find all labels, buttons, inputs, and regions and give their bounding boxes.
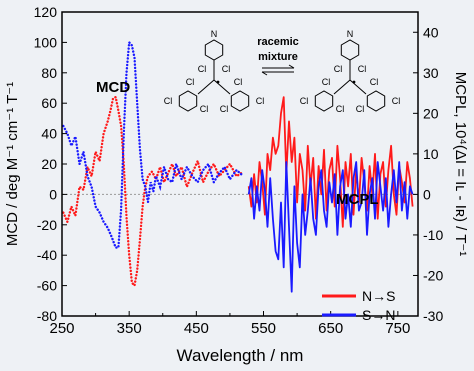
chlorine-label: Cl: [186, 77, 195, 87]
legend: N→S S→N: [322, 288, 395, 323]
chlorine-label: Cl: [334, 64, 343, 74]
right-y-axis: -30 -20 -10 0 10 20 30 40: [413, 24, 443, 324]
left-tick-label: -40: [37, 247, 57, 263]
right-tick-label: -20: [423, 267, 443, 283]
chlorine-label: Cl: [300, 96, 309, 106]
racemic-label: racemic: [257, 36, 299, 48]
left-tick-label: 0: [49, 186, 57, 202]
right-tick-label: 30: [423, 65, 439, 81]
left-tick-label: 60: [41, 95, 57, 111]
chlorine-label: Cl: [220, 104, 229, 114]
chlorine-label: Cl: [356, 104, 365, 114]
mcd-annotation: MCD: [96, 79, 130, 96]
right-tick-label: 20: [423, 105, 439, 121]
series-mcpl-s-to-n: [247, 161, 414, 293]
mcpl-annotation: MCPL: [336, 191, 379, 208]
chlorine-label: Cl: [164, 96, 173, 106]
left-tick-label: -80: [37, 308, 57, 324]
left-tick-label: -60: [37, 278, 57, 294]
x-axis: 250 350 450 550 650 750: [49, 311, 410, 337]
left-tick-label: -20: [37, 217, 57, 233]
chlorine-label: Cl: [392, 96, 401, 106]
aryl-ring-left: [314, 90, 334, 112]
legend-label-n-to-s: N→S: [362, 288, 395, 304]
bond-line: [349, 79, 367, 95]
equilibrium-arrow-icon: [261, 64, 295, 76]
series-mcpl-n-to-s: [247, 96, 414, 228]
bond-line: [197, 79, 215, 95]
chlorine-label: Cl: [370, 77, 379, 87]
left-tick-label: 100: [34, 34, 58, 50]
bond-line: [333, 79, 351, 95]
nitrogen-label: N: [347, 29, 354, 39]
aryl-ring-right: [366, 90, 386, 112]
left-y-axis: -80 -60 -40 -20 0 20 40 60 80 100 120: [34, 4, 67, 324]
chlorine-label: Cl: [322, 77, 331, 87]
mixture-label: mixture: [258, 51, 298, 63]
right-tick-label: 10: [423, 146, 439, 162]
x-tick-label: 650: [318, 320, 343, 337]
chlorine-label: Cl: [336, 104, 345, 114]
nitrogen-label: N: [211, 29, 218, 39]
chlorine-label: Cl: [256, 96, 265, 106]
chlorine-label: Cl: [358, 64, 367, 74]
x-tick-label: 350: [117, 320, 142, 337]
chlorine-label: Cl: [234, 77, 243, 87]
x-tick-label: 550: [251, 320, 276, 337]
chlorine-label: Cl: [222, 64, 231, 74]
left-tick-label: 80: [41, 65, 57, 81]
series-layer: [62, 39, 414, 293]
left-axis-title: MCD / deg M⁻¹ cm⁻¹ T⁻¹: [4, 82, 21, 246]
series-mcd-n-to-s: [62, 95, 245, 289]
chlorine-label: Cl: [200, 104, 209, 114]
x-tick-label: 450: [184, 320, 209, 337]
legend-label-s-to-n: S→N: [362, 307, 395, 323]
chlorine-label: Cl: [198, 64, 207, 74]
x-tick-label: 750: [385, 320, 410, 337]
x-tick-label: 250: [49, 320, 74, 337]
left-tick-label: 20: [41, 156, 57, 172]
aryl-ring-left: [178, 90, 198, 112]
bond-line: [213, 79, 231, 95]
right-axis-title: MCPL, 10⁴(ΔI = Iʟ - Iʀ) / T⁻¹: [452, 72, 469, 257]
aryl-ring-right: [230, 90, 250, 112]
right-tick-label: -10: [423, 227, 443, 243]
left-tick-label: 120: [34, 4, 58, 20]
right-tick-label: 0: [423, 186, 431, 202]
x-axis-title: Wavelength / nm: [177, 346, 304, 365]
right-tick-label: 40: [423, 24, 439, 40]
right-tick-label: -30: [423, 308, 443, 324]
left-tick-label: 40: [41, 126, 57, 142]
series-mcd-s-to-n: [62, 39, 245, 249]
